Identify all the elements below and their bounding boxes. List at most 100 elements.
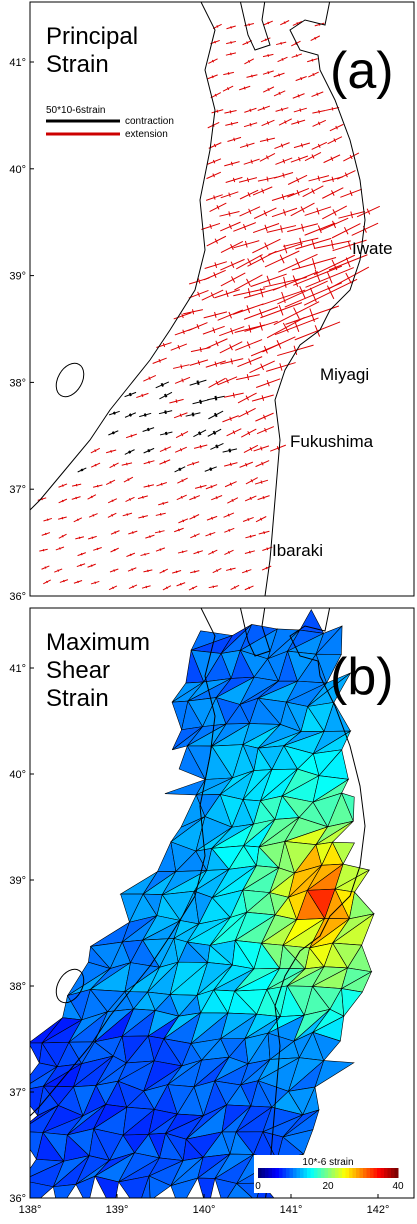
colorbar-step [265, 1168, 269, 1178]
contraction-line [60, 547, 61, 549]
colorbar-step [307, 1168, 311, 1178]
contraction-line [200, 485, 201, 488]
contraction-line [165, 394, 167, 397]
contraction-line [344, 227, 348, 234]
contraction-line [247, 144, 248, 148]
colorbar-step [314, 1168, 318, 1178]
colorbar-label: 10*-6 strain [302, 1157, 353, 1168]
contraction-line [79, 537, 80, 539]
contraction-line [214, 144, 215, 147]
contraction-line [265, 243, 268, 250]
colorbar-tick-label: 40 [392, 1181, 404, 1192]
colorbar-step [321, 1168, 325, 1178]
contraction-line [127, 513, 128, 515]
contraction-line [215, 413, 217, 417]
contraction-line [62, 485, 63, 487]
colorbar-step [370, 1168, 374, 1178]
contraction-line [266, 567, 267, 569]
contraction-line [231, 122, 232, 125]
contraction-line [130, 414, 131, 417]
contraction-line [213, 160, 214, 163]
colorbar-tick-label: 20 [322, 1181, 334, 1192]
contraction-line [194, 571, 195, 573]
contraction-line [217, 569, 218, 571]
colorbar-step [360, 1168, 364, 1178]
contraction-line [166, 432, 167, 435]
contraction-line [294, 308, 300, 319]
colorbar-step [297, 1168, 301, 1178]
place-label: Miyagi [320, 365, 369, 384]
contraction-line [114, 412, 115, 415]
contraction-line [247, 42, 248, 44]
contraction-line [143, 496, 144, 498]
lat-tick-label: 39° [9, 875, 26, 887]
contraction-line [113, 432, 114, 434]
contraction-line [210, 533, 211, 535]
contraction-line [97, 485, 98, 487]
contraction-line [346, 273, 352, 283]
lat-tick-label: 38° [9, 981, 26, 993]
lat-tick-label: 40° [9, 164, 26, 176]
contraction-line [268, 54, 269, 57]
contraction-line [212, 60, 213, 62]
contraction-line [267, 177, 268, 182]
colorbar-step [391, 1168, 395, 1178]
colorbar-step [300, 1168, 304, 1178]
lat-tick-label: 37° [9, 484, 26, 496]
contraction-line [297, 22, 298, 24]
contraction-line [178, 529, 179, 531]
contraction-line [332, 107, 333, 110]
contraction-line [161, 483, 162, 486]
colorbar-step [377, 1168, 381, 1178]
contraction-line [279, 74, 280, 77]
contraction-line [181, 365, 182, 369]
colorbar-step [279, 1168, 283, 1178]
panel-label: (a) [330, 42, 394, 100]
contraction-line [97, 548, 98, 550]
colorbar-step [346, 1168, 350, 1178]
lat-tick-label: 37° [9, 1087, 26, 1099]
colorbar-step [395, 1168, 399, 1178]
contraction-line [248, 60, 249, 62]
contraction-line [133, 586, 134, 588]
contraction-line [252, 75, 253, 78]
contraction-line [199, 432, 201, 435]
contraction-line [319, 110, 320, 113]
contraction-line [132, 568, 133, 570]
contraction-line [45, 533, 46, 535]
contraction-line [246, 463, 247, 466]
colorbar-step [311, 1168, 315, 1178]
contraction-line [131, 435, 132, 438]
contraction-line [268, 71, 269, 74]
contraction-line [231, 276, 234, 282]
contraction-line [148, 570, 149, 572]
contraction-line [327, 271, 332, 283]
contraction-line [148, 449, 149, 452]
contraction-line [248, 518, 249, 521]
contraction-line [260, 518, 261, 521]
contraction-line [110, 481, 111, 483]
contraction-line [300, 108, 301, 111]
colorbar-step [332, 1168, 336, 1178]
contraction-line [246, 570, 247, 572]
contraction-line [260, 255, 264, 262]
contraction-line [198, 360, 199, 365]
contraction-line [250, 535, 251, 538]
contraction-line [142, 394, 143, 397]
contraction-line [212, 76, 213, 78]
colorbar-step [367, 1168, 371, 1178]
legend-text: extension [125, 129, 168, 140]
contraction-line [180, 448, 181, 451]
contraction-line [143, 516, 144, 518]
contraction-line [129, 451, 130, 453]
contraction-line [95, 582, 96, 584]
panel-label: (b) [330, 648, 394, 706]
contraction-line [165, 411, 166, 414]
place-label: Ibaraki [272, 541, 323, 560]
contraction-line [216, 496, 217, 499]
contraction-line [312, 59, 313, 62]
lat-tick-label: 39° [9, 271, 26, 283]
contraction-line [332, 177, 333, 182]
contraction-line [182, 551, 183, 553]
